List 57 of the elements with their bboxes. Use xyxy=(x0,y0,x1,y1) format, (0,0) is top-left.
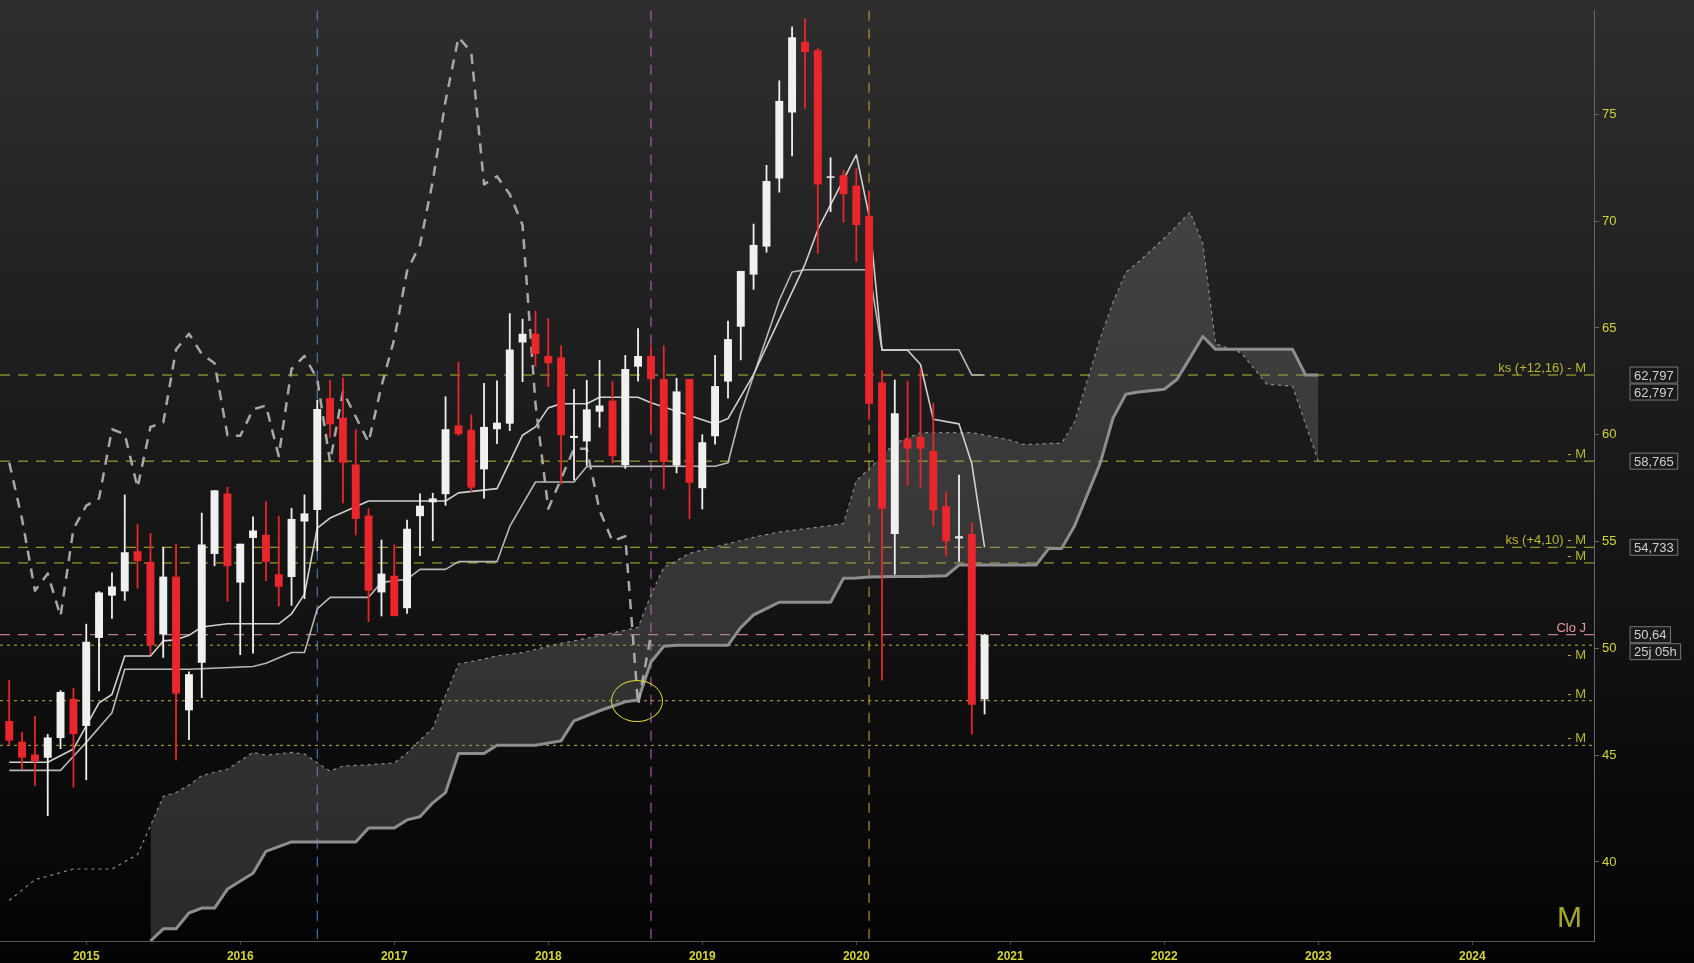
x-tick-label: 2018 xyxy=(534,948,562,963)
candlestick xyxy=(300,493,309,600)
text: 25j 05h xyxy=(1634,644,1677,660)
candlestick xyxy=(647,344,655,434)
y-tick-label: 45 xyxy=(1602,746,1617,762)
text: 62,797 xyxy=(1634,367,1674,383)
candlestick xyxy=(570,388,578,482)
candlestick xyxy=(634,327,643,383)
candlestick xyxy=(916,367,925,489)
ref-line-label: - M xyxy=(1567,547,1586,563)
candlestick xyxy=(518,317,527,383)
text: 58,765 xyxy=(1634,453,1674,469)
x-tick-label: 2023 xyxy=(1304,948,1332,963)
candlestick xyxy=(955,473,963,563)
candlestick xyxy=(826,156,835,213)
ref-line-label: Clo J xyxy=(1556,619,1586,635)
y-tick-label: 55 xyxy=(1602,533,1617,549)
candlestick xyxy=(801,17,809,110)
candlestick xyxy=(249,515,257,655)
y-tick-label: 40 xyxy=(1602,853,1617,869)
y-tick-label: 50 xyxy=(1602,639,1617,655)
candlestick xyxy=(416,492,424,557)
candlestick xyxy=(133,522,142,590)
candlestick xyxy=(903,379,912,487)
annotation: M xyxy=(1557,900,1582,933)
ref-line-label: - M xyxy=(1567,730,1586,746)
y-tick-label: 70 xyxy=(1602,212,1617,228)
candlestick xyxy=(428,491,437,543)
candlestick xyxy=(31,715,39,787)
y-tick-label: 75 xyxy=(1602,105,1617,121)
y-tick-label: 60 xyxy=(1602,426,1617,442)
x-tick-label: 2020 xyxy=(842,948,870,963)
candlestick xyxy=(5,678,14,747)
text: 62,797 xyxy=(1634,384,1674,400)
x-tick-label: 2022 xyxy=(1150,948,1178,963)
text: 54,733 xyxy=(1634,539,1674,555)
candlestick xyxy=(43,733,52,817)
candlestick xyxy=(108,571,116,620)
ref-line-label: - M xyxy=(1567,446,1586,462)
x-tick-label: 2021 xyxy=(996,948,1024,963)
ref-line-label: - M xyxy=(1567,647,1586,663)
x-tick-label: 2015 xyxy=(72,948,100,963)
x-tick-label: 2024 xyxy=(1458,948,1486,963)
candlestick xyxy=(493,379,501,445)
x-tick-label: 2017 xyxy=(380,948,408,963)
ref-line-label: ks (+4,10) - M xyxy=(1505,532,1586,548)
candlestick xyxy=(18,730,26,771)
candlestick xyxy=(274,514,283,608)
x-tick-label: 2016 xyxy=(226,948,254,963)
ref-line-label: ks (+12,16) - M xyxy=(1498,360,1586,376)
y-tick-label: 65 xyxy=(1602,319,1617,335)
x-tick-label: 2019 xyxy=(688,948,716,963)
ref-line-label: - M xyxy=(1567,685,1586,701)
candlestick xyxy=(454,360,463,437)
text: 50,64 xyxy=(1634,627,1667,643)
candlestick xyxy=(544,317,553,388)
candlestick xyxy=(595,359,604,429)
